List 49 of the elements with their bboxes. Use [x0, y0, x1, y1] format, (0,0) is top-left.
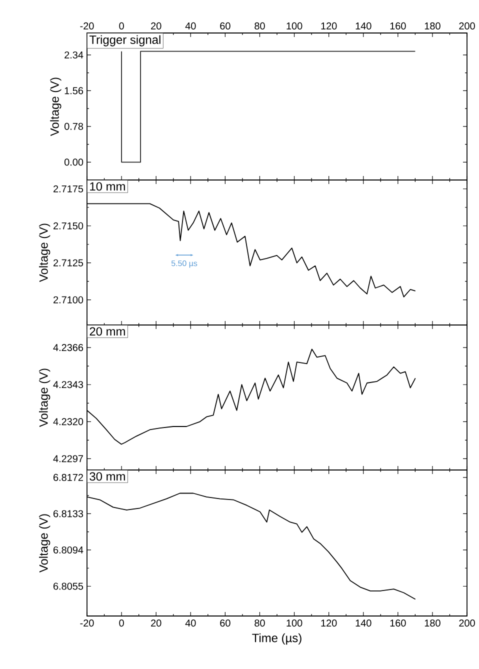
x-tick-label: 20 — [151, 620, 162, 627]
x-tick-label: 20 — [151, 22, 162, 30]
x-tick-label: 80 — [254, 22, 265, 30]
x-tick-label: -20 — [80, 620, 94, 627]
y-tick-label: 4.2343 — [53, 381, 84, 388]
annotation: Trigger signal — [89, 35, 160, 46]
y-tick-label: 2.7175 — [54, 185, 84, 192]
x-tick-label: 100 — [286, 22, 302, 30]
x-tick-label: 140 — [356, 22, 372, 30]
y-tick-label: 1.56 — [64, 87, 84, 94]
x-tick-label: -20 — [80, 22, 94, 30]
y-tick-label: 0.00 — [64, 158, 84, 166]
x-tick-label: 160 — [390, 22, 406, 30]
x-tick-label: 60 — [220, 620, 230, 627]
y-tick-label: 4.2366 — [53, 344, 84, 352]
y-axis-title: Voltage (V) — [39, 224, 50, 282]
annotation: 30 mm — [90, 472, 125, 481]
x-tick-label: 200 — [459, 620, 475, 627]
y-tick-label: 0.78 — [64, 122, 84, 130]
x-tick-label: 180 — [424, 620, 440, 627]
x-tick-label: 160 — [390, 620, 406, 627]
y-axis-title: Voltage (V) — [50, 78, 62, 136]
x-axis-title: Time (µs) — [252, 633, 302, 645]
y-axis-title: Voltage (V) — [39, 368, 50, 428]
y-tick-label: 4.2297 — [53, 455, 83, 462]
annotation: 10 mm — [90, 182, 125, 191]
y-tick-label: 2.7125 — [54, 259, 84, 266]
x-tick-label: 100 — [286, 620, 302, 627]
x-tick-label: 120 — [321, 620, 337, 627]
y-tick-label: 6.8055 — [54, 582, 84, 590]
x-tick-label: 40 — [185, 22, 196, 30]
x-tick-label: 60 — [220, 22, 230, 30]
y-tick-label: 2.7100 — [54, 296, 84, 304]
x-tick-label: 0 — [119, 22, 124, 30]
y-tick-label: 4.2320 — [53, 418, 84, 426]
y-axis-title: Voltage (V) — [39, 514, 50, 573]
x-tick-label: 0 — [119, 620, 124, 627]
annotation: 20 mm — [90, 327, 125, 336]
y-tick-label: 6.8133 — [54, 510, 84, 518]
y-tick-label: 6.8172 — [54, 474, 83, 481]
y-tick-label: 2.34 — [64, 51, 84, 59]
x-tick-label: 40 — [185, 620, 196, 627]
y-tick-label: 2.7150 — [54, 222, 84, 230]
x-tick-label: 140 — [356, 620, 372, 627]
x-tick-label: 180 — [424, 22, 440, 30]
x-tick-label: 120 — [321, 22, 337, 30]
x-tick-label: 80 — [254, 620, 265, 627]
x-tick-label: 200 — [459, 22, 475, 30]
y-tick-label: 6.8094 — [54, 546, 84, 554]
